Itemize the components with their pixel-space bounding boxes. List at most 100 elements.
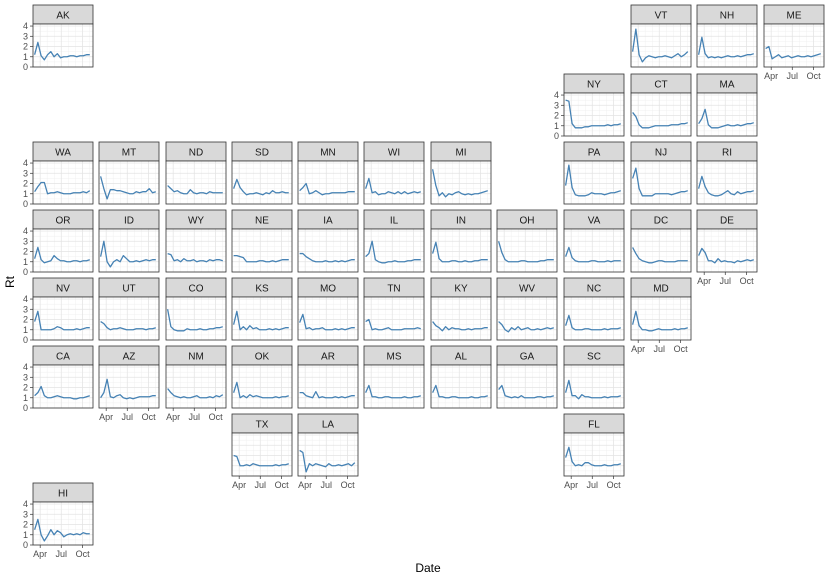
panel-bg <box>33 24 93 67</box>
panel-border <box>696 23 758 68</box>
panel-bg <box>431 161 491 204</box>
panel-bg <box>631 93 691 136</box>
rt-line-in <box>431 241 488 263</box>
panel-bg <box>431 297 491 340</box>
x-tick-label: Oct <box>209 412 224 422</box>
panel-border <box>430 160 492 205</box>
panel-de: DE Apr Jul Oct <box>696 209 758 286</box>
panel-az: AZ Apr Jul Oct <box>98 345 160 422</box>
strip-label: NC <box>587 284 601 295</box>
panel-id: ID <box>98 209 160 273</box>
panel-bg <box>564 161 624 204</box>
panel-bg <box>564 229 624 272</box>
strip-label: ND <box>189 148 203 159</box>
panel-bg <box>631 161 691 204</box>
rt-line-va <box>565 246 621 263</box>
panel-border <box>630 23 692 68</box>
rt-line-ak <box>33 41 90 61</box>
panel-border <box>363 296 425 341</box>
rt-line-il <box>365 240 421 264</box>
strip-label: NY <box>587 80 601 91</box>
panel-mn: MN <box>297 141 359 205</box>
rt-line-me <box>765 45 821 60</box>
rt-line-oh <box>497 241 554 263</box>
x-tick-label: Apr <box>764 71 778 81</box>
rt-line-ar <box>299 390 355 399</box>
panel-border <box>297 432 359 477</box>
y-tick-label: 1 <box>23 530 28 540</box>
rt-line-ok <box>233 381 289 399</box>
x-tick-label: Oct <box>142 412 157 422</box>
x-tick-label: Jul <box>587 480 599 490</box>
y-tick-label: 3 <box>554 100 559 110</box>
panel-bg <box>631 24 691 67</box>
panel-border <box>630 228 692 273</box>
x-tick-label: Apr <box>166 412 180 422</box>
y-tick-label: 1 <box>554 121 559 131</box>
y-tick-label: 4 <box>23 226 28 236</box>
strip-label: VT <box>655 11 668 22</box>
rt-line-or <box>33 246 90 264</box>
panel-border <box>496 364 558 409</box>
rt-line-vt <box>631 28 689 63</box>
panel-border <box>297 160 359 205</box>
strip-label: GA <box>520 352 535 363</box>
panel-sc: SC <box>563 345 625 409</box>
strip-label: PA <box>588 148 601 159</box>
strip-label: AZ <box>123 352 136 363</box>
x-tick-label: Oct <box>607 480 622 490</box>
panel-ok: OK <box>231 345 293 409</box>
y-tick-label: 4 <box>554 90 559 100</box>
panel-ks: KS <box>231 277 293 341</box>
panel-border <box>32 23 94 68</box>
panel-border <box>98 228 160 273</box>
rt-line-md <box>631 310 688 332</box>
panel-bg <box>697 229 757 272</box>
strip-label: MO <box>320 284 336 295</box>
panel-nm: NM Apr Jul Oct <box>165 345 227 422</box>
y-tick-label: 3 <box>23 304 28 314</box>
x-tick-label: Jul <box>654 344 666 354</box>
panel-tx: TX Apr Jul Oct <box>231 413 293 490</box>
rt-line-nd <box>167 185 223 195</box>
panel-ar: AR <box>297 345 359 409</box>
strip-label: DE <box>720 216 734 227</box>
panel-bg <box>232 433 292 476</box>
x-tick-label: Apr <box>33 549 47 559</box>
panel-border <box>165 296 227 341</box>
panel-border <box>363 364 425 409</box>
y-tick-label: 0 <box>23 540 28 550</box>
y-tick-label: 0 <box>23 403 28 413</box>
rt-line-ms <box>365 384 421 399</box>
x-tick-label: Jul <box>56 549 68 559</box>
rt-line-ga <box>498 384 554 399</box>
strip-label: WI <box>388 148 400 159</box>
panel-oh: OH <box>496 209 558 273</box>
y-axis-title: Rt <box>3 275 17 288</box>
rt-line-ny <box>565 99 621 129</box>
strip-label: OR <box>56 216 71 227</box>
strip-label: TN <box>387 284 400 295</box>
panel-bg <box>431 229 491 272</box>
panel-border <box>98 296 160 341</box>
rt-line-tn <box>365 318 421 331</box>
panel-border <box>563 92 625 137</box>
y-tick-label: 0 <box>23 335 28 345</box>
panel-ct: CT <box>630 73 692 137</box>
rt-line-ne <box>233 254 289 263</box>
panel-fl: FL Apr Jul Oct <box>563 413 625 490</box>
strip-label: MT <box>122 148 136 159</box>
rt-line-mo <box>299 313 355 331</box>
strip-label: SD <box>255 148 269 159</box>
panel-border <box>563 228 625 273</box>
rt-line-nh <box>697 36 754 59</box>
rt-line-la <box>299 449 356 473</box>
panel-bg <box>364 229 424 272</box>
panel-me: ME Apr Jul Oct <box>763 4 825 81</box>
strip-label: AL <box>455 352 468 363</box>
y-tick-label: 3 <box>23 31 28 41</box>
